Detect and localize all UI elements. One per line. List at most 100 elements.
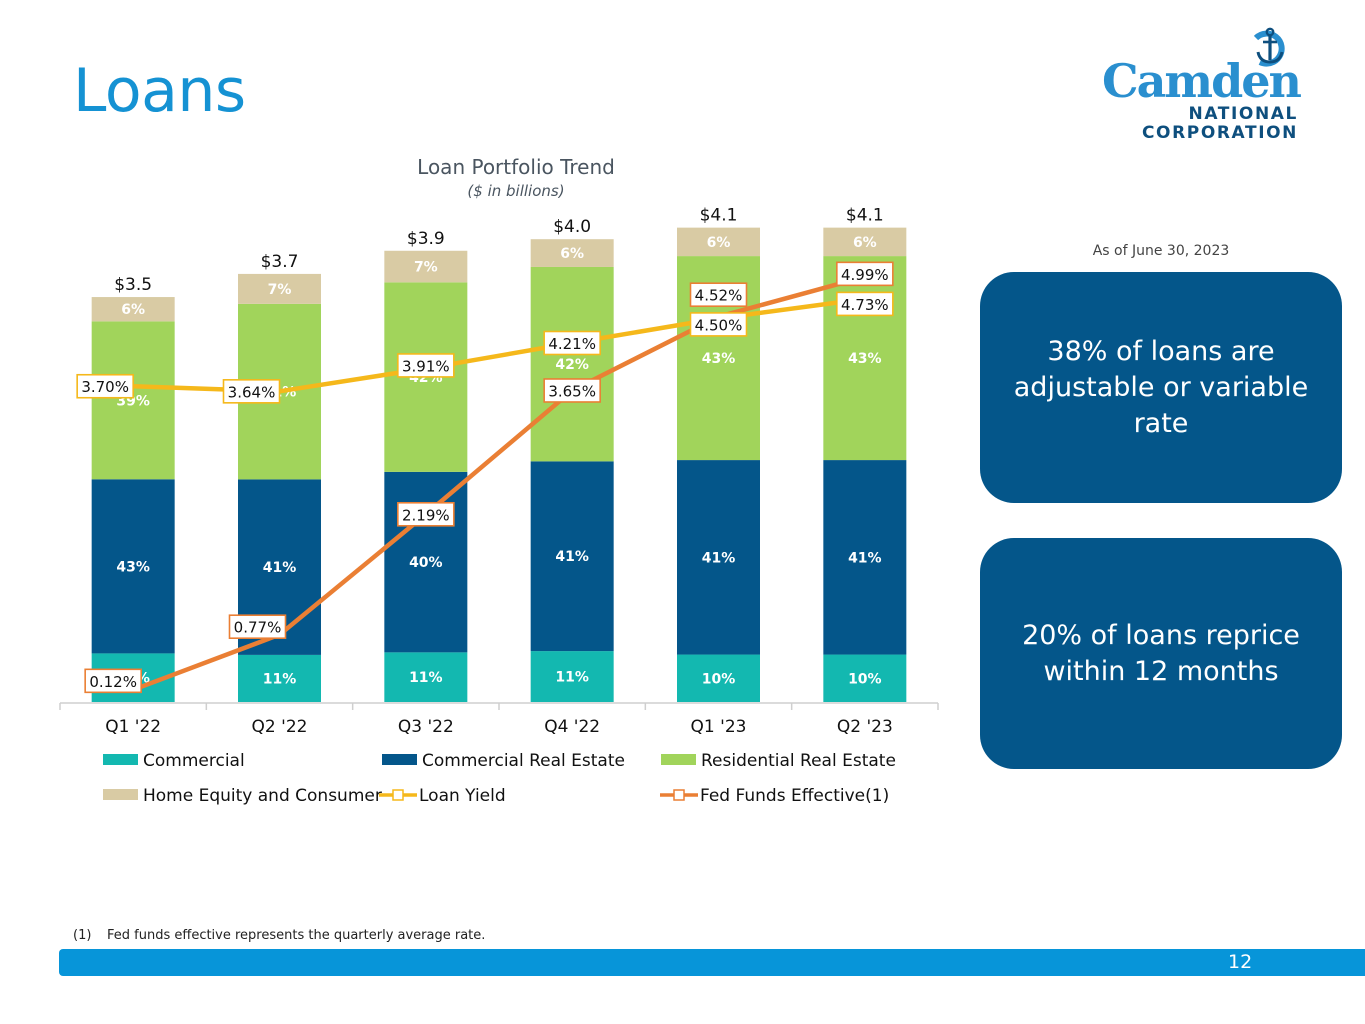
data-label-fed_funds: 4.99% [841,266,889,284]
logo-line-1: NATIONAL [1188,104,1298,124]
bar-segment-commercial [238,654,321,702]
legend-label: Commercial Real Estate [422,751,625,771]
segment-label: 42% [555,357,589,373]
segment-label: 41% [848,550,882,566]
x-tick-label: Q4 '22 [544,717,600,737]
total-label: $4.0 [553,217,591,237]
logo-wordmark: Camden [1102,54,1302,108]
bar-segment-residential_real_estate [530,266,614,462]
data-label-box-loan_yield [222,379,281,404]
data-label-box-loan_yield [543,330,601,356]
data-label-box-fed_funds [543,378,601,403]
footer-bar [59,949,1365,976]
segment-label: 11% [263,671,297,687]
bar-segment-commercial [677,654,760,702]
bar-segment-home_equity_consumer [677,227,760,257]
bar-segment-commercial_real_estate [823,460,907,655]
data-label-fed_funds: 3.65% [548,382,596,400]
data-label-box-loan_yield [76,373,134,399]
segment-label: 43% [702,351,736,367]
chart-subtitle: ($ in billions) [467,182,565,200]
data-label-loan_yield: 4.73% [841,296,889,314]
loan-portfolio-chart: 12%43%39%6%$3.511%41%41%7%$3.711%40%42%7… [59,206,939,806]
legend-swatch-residential_real_estate [661,754,696,765]
segment-label: 6% [853,235,877,251]
bar-segment-home_equity_consumer [823,227,907,257]
footnote-marker: (1) [73,928,92,943]
bar-segment-residential_real_estate [91,321,175,480]
data-label-box-fed_funds [689,282,748,308]
legend-label: Loan Yield [419,786,506,806]
page-title: Loans [73,56,246,126]
data-label-loan_yield: 3.70% [81,378,129,396]
x-tick-label: Q1 '22 [105,717,161,737]
line-fed_funds [132,274,866,692]
bar-segment-commercial_real_estate [384,471,468,653]
x-tick-label: Q2 '22 [252,717,308,737]
bar-segment-commercial [823,654,907,702]
data-label-fed_funds: 0.12% [89,673,137,691]
x-tick-label: Q2 '23 [837,717,893,737]
segment-label: 41% [555,549,589,565]
segment-label: 43% [116,559,150,575]
data-label-fed_funds: 0.77% [234,619,282,637]
data-label-box-loan_yield [836,291,894,317]
segment-label: 40% [409,555,443,571]
bar-segment-home_equity_consumer [530,239,614,267]
segment-label: 41% [702,550,736,566]
bar-segment-commercial_real_estate [91,479,175,654]
total-label: $4.1 [700,206,738,226]
callout-text: 20% of loans reprice within 12 months [1022,619,1300,687]
data-label-loan_yield: 4.50% [695,316,743,334]
segment-label: 6% [121,302,145,318]
data-label-fed_funds: 2.19% [402,506,450,524]
data-label-loan_yield: 3.64% [228,383,276,401]
logo-line-2: CORPORATION [1141,123,1298,143]
bar-segment-home_equity_consumer [91,297,175,322]
x-tick-label: Q1 '23 [691,717,747,737]
data-label-loan_yield: 4.21% [548,335,596,353]
legend-marker-loan_yield [392,789,404,801]
bar-segment-home_equity_consumer [384,250,468,283]
data-label-box-fed_funds [228,614,287,640]
bar-segment-commercial_real_estate [677,460,760,655]
footnote-text: Fed funds effective represents the quart… [107,928,486,943]
data-label-box-fed_funds [84,668,142,694]
data-label-box-fed_funds [397,501,455,527]
bar-segment-commercial [530,651,614,702]
anchor-icon [1253,27,1285,67]
segment-label: 6% [707,235,731,251]
segment-label: 10% [702,671,736,687]
legend-label: Fed Funds Effective(1) [700,786,889,806]
as-of-date: As of June 30, 2023 [1092,243,1230,259]
bar-segment-commercial_real_estate [530,461,614,652]
legend-swatch-commercial [103,754,138,765]
data-label-box-loan_yield [397,353,455,378]
legend-swatch-commercial_real_estate [382,754,417,765]
total-label: $4.1 [846,206,884,226]
total-label: $3.9 [407,229,445,249]
callout-reprice: 20% of loans reprice within 12 months [980,538,1342,769]
segment-label: 6% [560,246,584,262]
segment-label: 10% [848,671,882,687]
segment-label: 43% [848,351,882,367]
legend-swatch-home_equity_consumer [103,789,138,800]
callout-text: 38% of loans are adjustable or variable … [1013,335,1309,439]
bar-segment-home_equity_consumer [238,273,321,304]
legend-label: Residential Real Estate [701,751,896,771]
segment-label: 41% [263,560,297,576]
callout-adjustable-rate: 38% of loans are adjustable or variable … [980,272,1342,503]
data-label-fed_funds: 4.52% [695,287,743,305]
total-label: $3.7 [261,252,299,272]
segment-label: 11% [555,670,589,686]
segment-label: 11% [409,670,443,686]
data-label-loan_yield: 3.91% [402,357,450,375]
segment-label: 7% [268,282,292,298]
chart-title: Loan Portfolio Trend [417,155,615,179]
data-label-box-fed_funds [836,261,894,287]
legend-marker-fed_funds [673,789,685,801]
page-number: 12 [1228,951,1253,973]
legend-label: Home Equity and Consumer [143,786,382,806]
segment-label: 7% [414,260,438,276]
bar-segment-residential_real_estate [823,256,907,461]
